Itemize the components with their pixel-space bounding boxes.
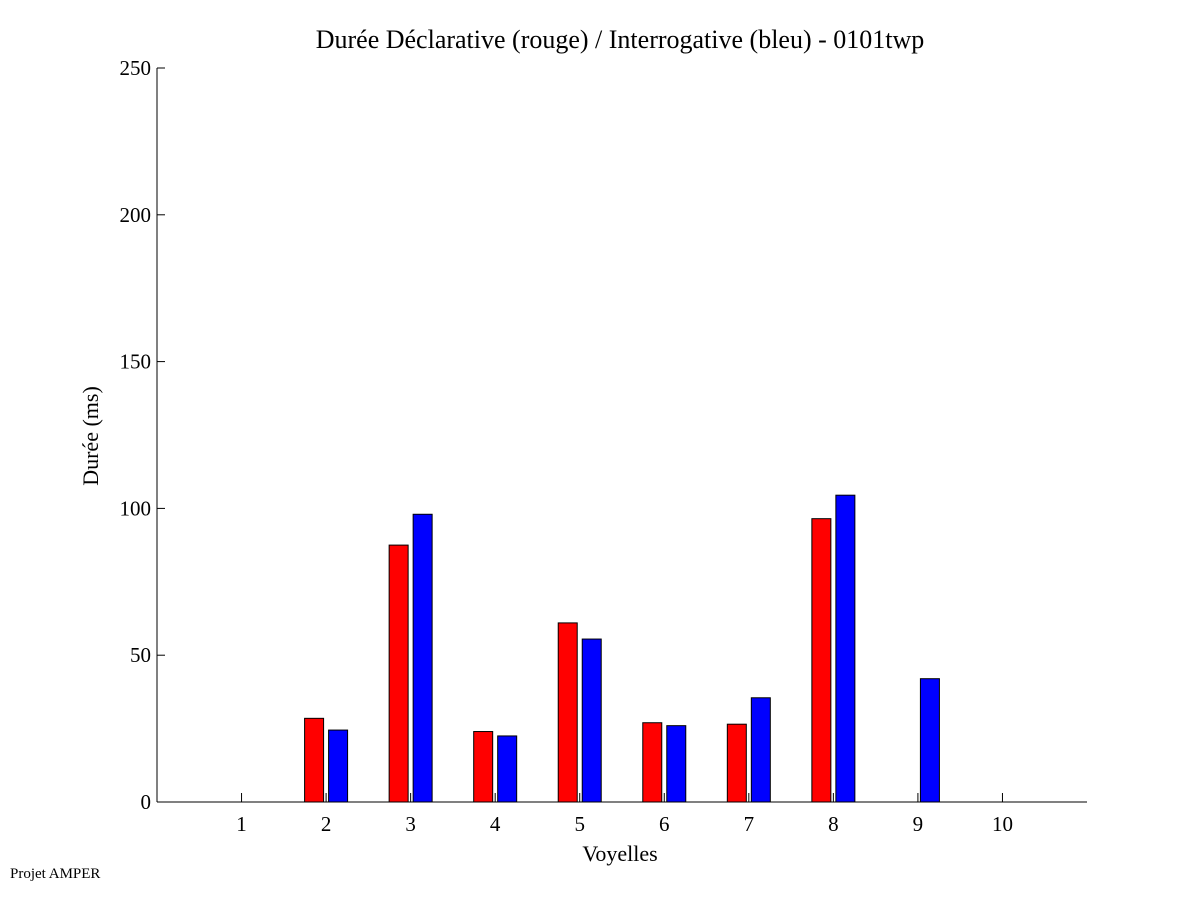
x-tick-label: 8	[828, 812, 839, 836]
bar-series-1	[811, 518, 832, 803]
bar-series-2	[497, 735, 518, 803]
x-tick-label: 9	[913, 812, 924, 836]
ticks-layer: 0 50 100 150 200 250 1 2 3 4 5 6 7 8 9 10	[120, 56, 1013, 836]
bar-series-2	[328, 729, 349, 803]
x-tick-label: 3	[405, 812, 416, 836]
x-tick-label: 7	[744, 812, 755, 836]
plot-axes	[156, 68, 1087, 803]
x-tick-label: 6	[659, 812, 670, 836]
x-tick-label: 5	[574, 812, 585, 836]
bar-series-1	[388, 544, 409, 803]
bar-series-2	[581, 638, 602, 803]
y-tick-label: 200	[120, 203, 152, 227]
bar-series-2	[750, 697, 771, 803]
y-tick-label: 0	[141, 790, 152, 814]
x-tick-label: 1	[236, 812, 247, 836]
bars-layer	[304, 494, 940, 803]
bar-series-2	[919, 678, 940, 803]
y-tick-label: 100	[120, 496, 152, 520]
bar-series-1	[557, 622, 578, 803]
bar-series-2	[412, 513, 433, 803]
x-tick-label: 2	[321, 812, 332, 836]
x-tick-label: 10	[992, 812, 1013, 836]
chart-title: Durée Déclarative (rouge) / Interrogativ…	[316, 25, 925, 54]
y-axis-label: Durée (ms)	[78, 386, 103, 486]
y-tick-label: 50	[130, 643, 151, 667]
bar-series-1	[473, 731, 494, 803]
footer-label: Projet AMPER	[10, 866, 100, 882]
bar-series-1	[642, 722, 663, 803]
bar-series-2	[835, 494, 856, 803]
bar-series-2	[666, 725, 687, 803]
x-axis-label: Voyelles	[582, 841, 657, 866]
bar-series-1	[726, 723, 747, 803]
y-tick-label: 250	[120, 56, 152, 80]
x-tick-label: 4	[490, 812, 501, 836]
bar-series-1	[304, 717, 325, 803]
y-tick-label: 150	[120, 350, 152, 374]
